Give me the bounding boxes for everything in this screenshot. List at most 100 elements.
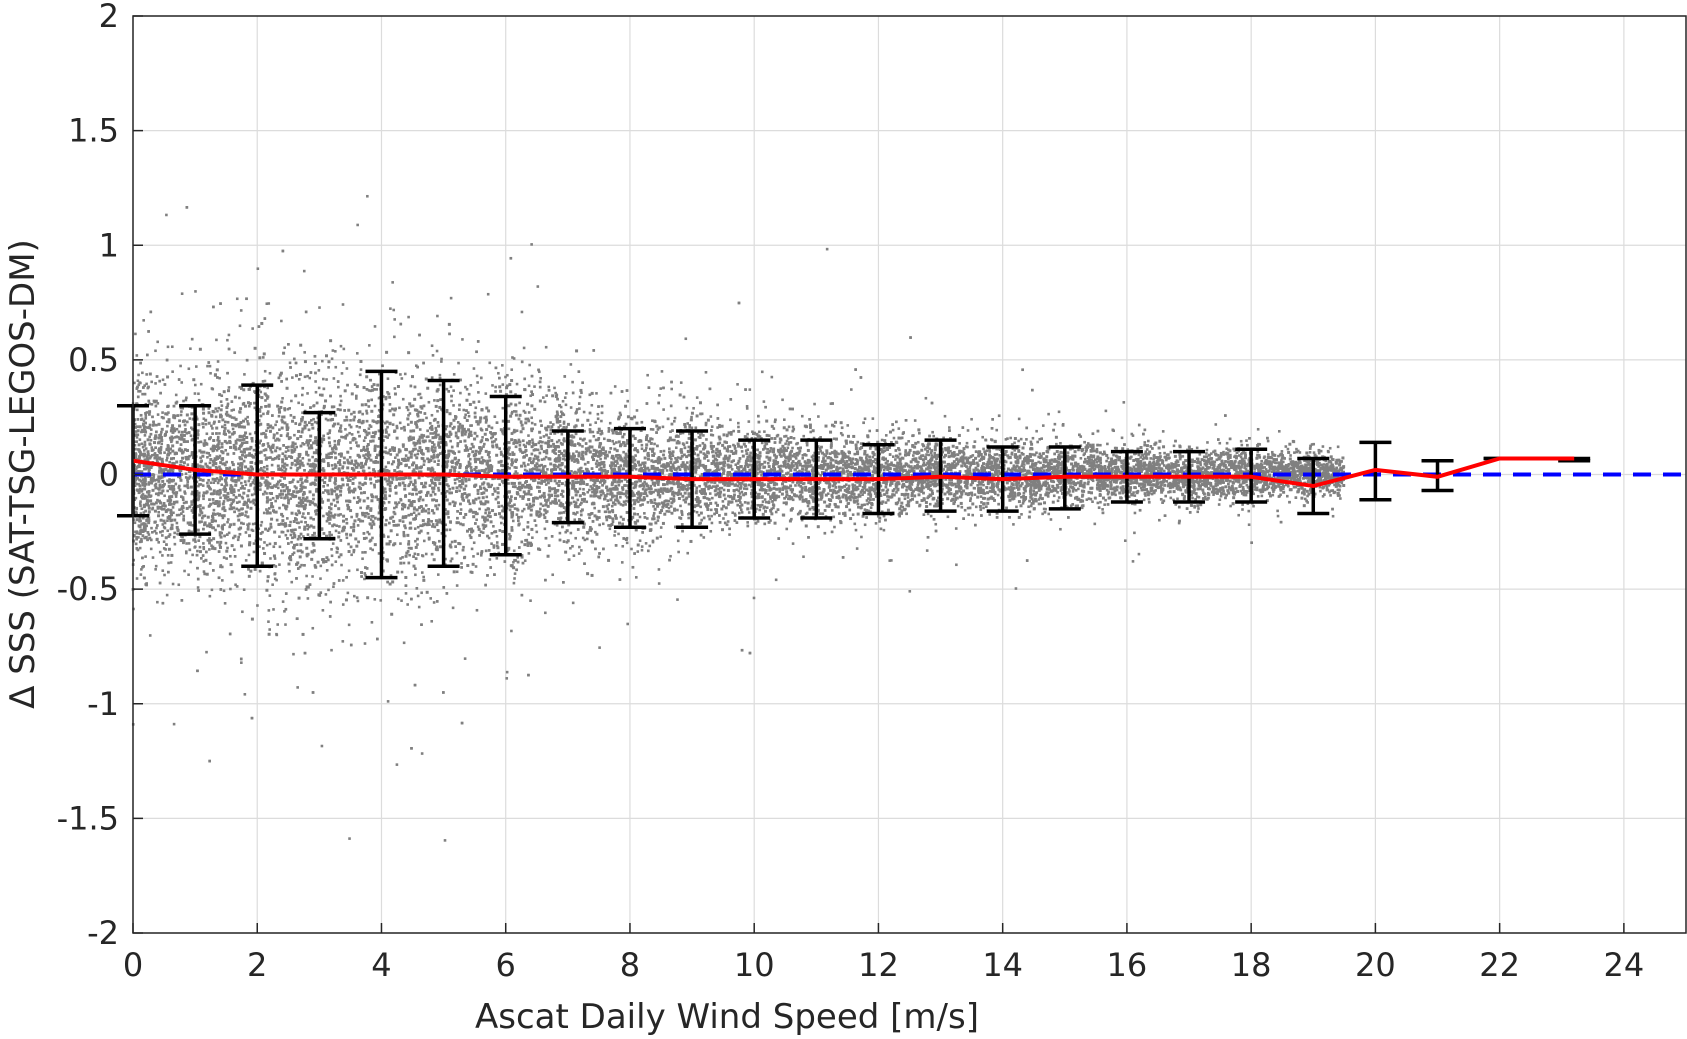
- scatter-point: [787, 443, 790, 446]
- scatter-point: [369, 378, 373, 382]
- scatter-point: [1162, 464, 1166, 467]
- scatter-point: [705, 438, 708, 441]
- scatter-point: [211, 427, 214, 430]
- scatter-point: [150, 403, 154, 406]
- scatter-point: [606, 492, 609, 496]
- scatter-point: [476, 552, 480, 556]
- scatter-point: [142, 455, 146, 458]
- scatter-point: [437, 486, 440, 490]
- scatter-point: [1047, 412, 1050, 416]
- scatter-point: [209, 371, 212, 375]
- scatter-point: [982, 483, 985, 487]
- scatter-point: [1277, 454, 1280, 458]
- scatter-point: [240, 661, 243, 664]
- scatter-point: [969, 497, 973, 500]
- scatter-point: [1039, 502, 1043, 506]
- scatter-point: [356, 568, 359, 572]
- scatter-point: [544, 483, 548, 486]
- scatter-point: [1295, 447, 1298, 451]
- scatter-point: [934, 502, 938, 506]
- scatter-point: [264, 399, 267, 402]
- scatter-point: [348, 423, 351, 427]
- scatter-point: [449, 439, 452, 443]
- scatter-point: [541, 396, 545, 399]
- scatter-point: [610, 456, 614, 460]
- scatter-point: [583, 538, 587, 542]
- scatter-point: [1144, 450, 1148, 453]
- scatter-point: [610, 504, 614, 508]
- scatter-point: [142, 449, 146, 452]
- scatter-point: [1324, 459, 1328, 463]
- scatter-point: [609, 492, 612, 496]
- scatter-point: [1162, 469, 1166, 473]
- scatter-point: [178, 513, 181, 517]
- scatter-point: [197, 440, 200, 444]
- scatter-point: [296, 686, 299, 689]
- scatter-point: [1039, 461, 1042, 465]
- scatter-point: [179, 406, 183, 410]
- scatter-point: [710, 486, 713, 490]
- scatter-point: [163, 521, 167, 525]
- scatter-point: [440, 357, 443, 361]
- scatter-point: [361, 551, 364, 554]
- scatter-point: [425, 435, 429, 439]
- scatter-point: [802, 434, 806, 438]
- scatter-point: [229, 554, 232, 558]
- scatter-point: [615, 441, 618, 444]
- scatter-point: [456, 444, 459, 448]
- scatter-point: [472, 555, 475, 558]
- scatter-point: [651, 539, 655, 543]
- scatter-point: [987, 447, 991, 451]
- scatter-point: [297, 401, 300, 405]
- scatter-point: [600, 404, 604, 408]
- scatter-point: [680, 513, 684, 517]
- scatter-point: [858, 456, 862, 460]
- scatter-point: [892, 436, 896, 440]
- scatter-point: [225, 460, 228, 464]
- scatter-point: [335, 524, 338, 528]
- scatter-point: [540, 494, 544, 498]
- scatter-point: [1091, 500, 1094, 504]
- scatter-point: [369, 547, 372, 550]
- scatter-point: [594, 421, 598, 424]
- scatter-point: [196, 549, 199, 553]
- scatter-point: [187, 367, 191, 371]
- scatter-point: [382, 497, 385, 500]
- scatter-point: [244, 417, 248, 421]
- scatter-point: [517, 438, 521, 442]
- scatter-point: [572, 500, 576, 504]
- scatter-point: [350, 515, 353, 519]
- scatter-point: [265, 429, 268, 433]
- scatter-point: [904, 451, 907, 454]
- scatter-point: [274, 423, 277, 427]
- scatter-point: [760, 485, 763, 489]
- scatter-point: [160, 430, 163, 434]
- scatter-point: [1129, 482, 1132, 485]
- scatter-point: [305, 476, 309, 479]
- scatter-point: [384, 490, 387, 494]
- scatter-point: [158, 550, 162, 554]
- scatter-point: [1052, 494, 1056, 498]
- scatter-point: [144, 555, 147, 558]
- scatter-point: [540, 479, 543, 482]
- scatter-point: [284, 450, 288, 454]
- scatter-point: [274, 565, 278, 568]
- scatter-point: [607, 524, 610, 527]
- scatter-point: [433, 399, 436, 402]
- scatter-point: [289, 533, 293, 537]
- scatter-point: [243, 451, 246, 454]
- scatter-point: [598, 646, 601, 649]
- scatter-point: [215, 492, 219, 496]
- scatter-point: [138, 438, 142, 441]
- scatter-point: [133, 443, 137, 447]
- scatter-point: [330, 648, 333, 652]
- scatter-point: [340, 435, 343, 439]
- scatter-point: [571, 380, 574, 384]
- scatter-point: [399, 542, 402, 545]
- scatter-point: [495, 544, 499, 548]
- scatter-point: [709, 529, 713, 533]
- scatter-point: [226, 429, 230, 433]
- scatter-point: [582, 500, 586, 503]
- scatter-point: [230, 409, 234, 412]
- scatter-point: [445, 462, 449, 465]
